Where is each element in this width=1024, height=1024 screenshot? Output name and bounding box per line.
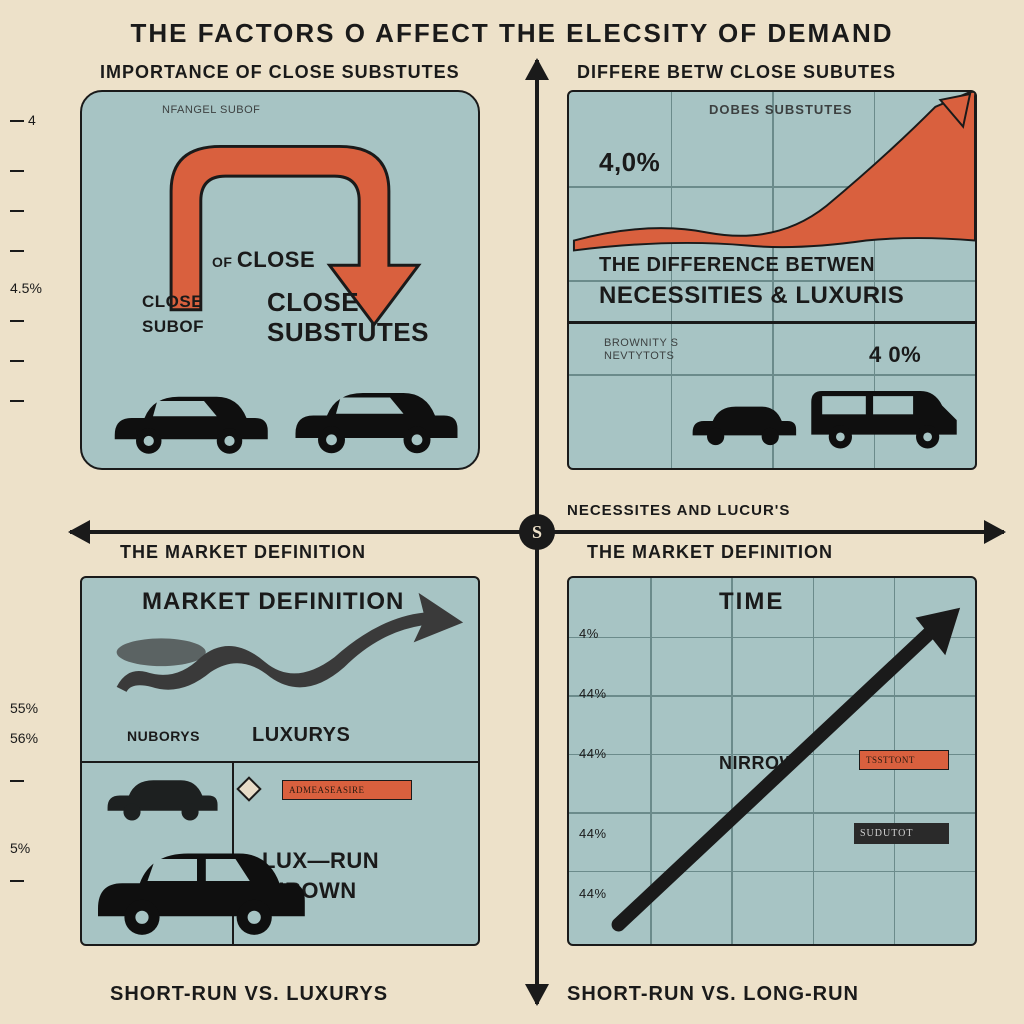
center-badge: S xyxy=(519,514,555,550)
car-icon xyxy=(684,392,799,450)
br-footer: SHORT-RUN VS. LONG-RUN xyxy=(567,983,859,1006)
arrow-left-icon xyxy=(68,520,90,544)
tr-pct-r: 4 0% xyxy=(869,342,921,368)
van-icon xyxy=(804,379,964,454)
car-icon xyxy=(87,834,307,939)
tl-subof: SUBOF xyxy=(142,317,204,337)
tick-label: 4.5% xyxy=(10,280,42,296)
panel-bottom-right: TIME 4% 44% 44% 44% 44% NIRROW TSSTTONT … xyxy=(567,576,977,946)
tr-line2: NECESSITIES & LUXURIS xyxy=(599,282,904,310)
br-badge1: TSSTTONT xyxy=(859,750,949,770)
tr-line1: THE DIFFERENCE BETWEN xyxy=(599,254,875,277)
bl-badge: ADMEASEASIRE xyxy=(282,780,412,800)
car-icon xyxy=(282,373,462,458)
bl-lux: LUXURYS xyxy=(252,724,350,747)
tr-sub: NECESSITES AND LUCUR'S xyxy=(567,502,790,519)
tick-label: 5% xyxy=(10,840,30,856)
tl-subst: SUBSTUTES xyxy=(267,317,429,348)
car-icon xyxy=(97,768,222,823)
br-nirow: NIRROW xyxy=(719,753,797,774)
br-badge2: SUDUTOT xyxy=(854,823,949,844)
tr-smallmid: BROWNITY S NEVTYTOTS xyxy=(604,337,678,363)
tick-label: 4 xyxy=(28,112,36,128)
tr-mid: THE MARKET DEFINITION xyxy=(587,542,833,563)
arrow-down-icon xyxy=(525,984,549,1006)
page-title: THE FACTORS O AFFECT THE ELECSITY OF DEM… xyxy=(0,0,1024,59)
tick-label: 56% xyxy=(10,730,38,746)
panel-top-left: NFANGEL SUBOF OF CLOSE CLOSE SUBOF CLOSE… xyxy=(80,90,480,470)
tl-close3: CLOSE xyxy=(267,287,359,318)
tick-label: 55% xyxy=(10,700,38,716)
tl-close2: CLOSE xyxy=(142,292,203,312)
left-axis: 4 4.5% 55% 56% 5% xyxy=(10,80,70,994)
panel-top-right: DOBES SUBSTUTES 4,0% THE DIFFERENCE BETW… xyxy=(567,90,977,470)
tr-header: DIFFERE BETW CLOSE SUBUTES xyxy=(577,62,896,83)
tl-mid: THE MARKET DEFINITION xyxy=(120,542,366,563)
bl-nub: NUBORYS xyxy=(127,728,200,744)
arrow-up-icon xyxy=(525,58,549,80)
car-icon xyxy=(102,378,272,458)
tl-header: IMPORTANCE OF CLOSE SUBSTUTES xyxy=(100,62,460,83)
arrow-right-icon xyxy=(984,520,1006,544)
panel-bottom-left: MARKET DEFINITION NUBORYS LUXURYS ADMEAS… xyxy=(80,576,480,946)
tl-of: OF CLOSE xyxy=(212,247,315,273)
axes-frame: S IMPORTANCE OF CLOSE SUBSTUTES DIFFERE … xyxy=(70,60,1004,1004)
bl-footer: SHORT-RUN VS. LUXURYS xyxy=(110,983,388,1006)
